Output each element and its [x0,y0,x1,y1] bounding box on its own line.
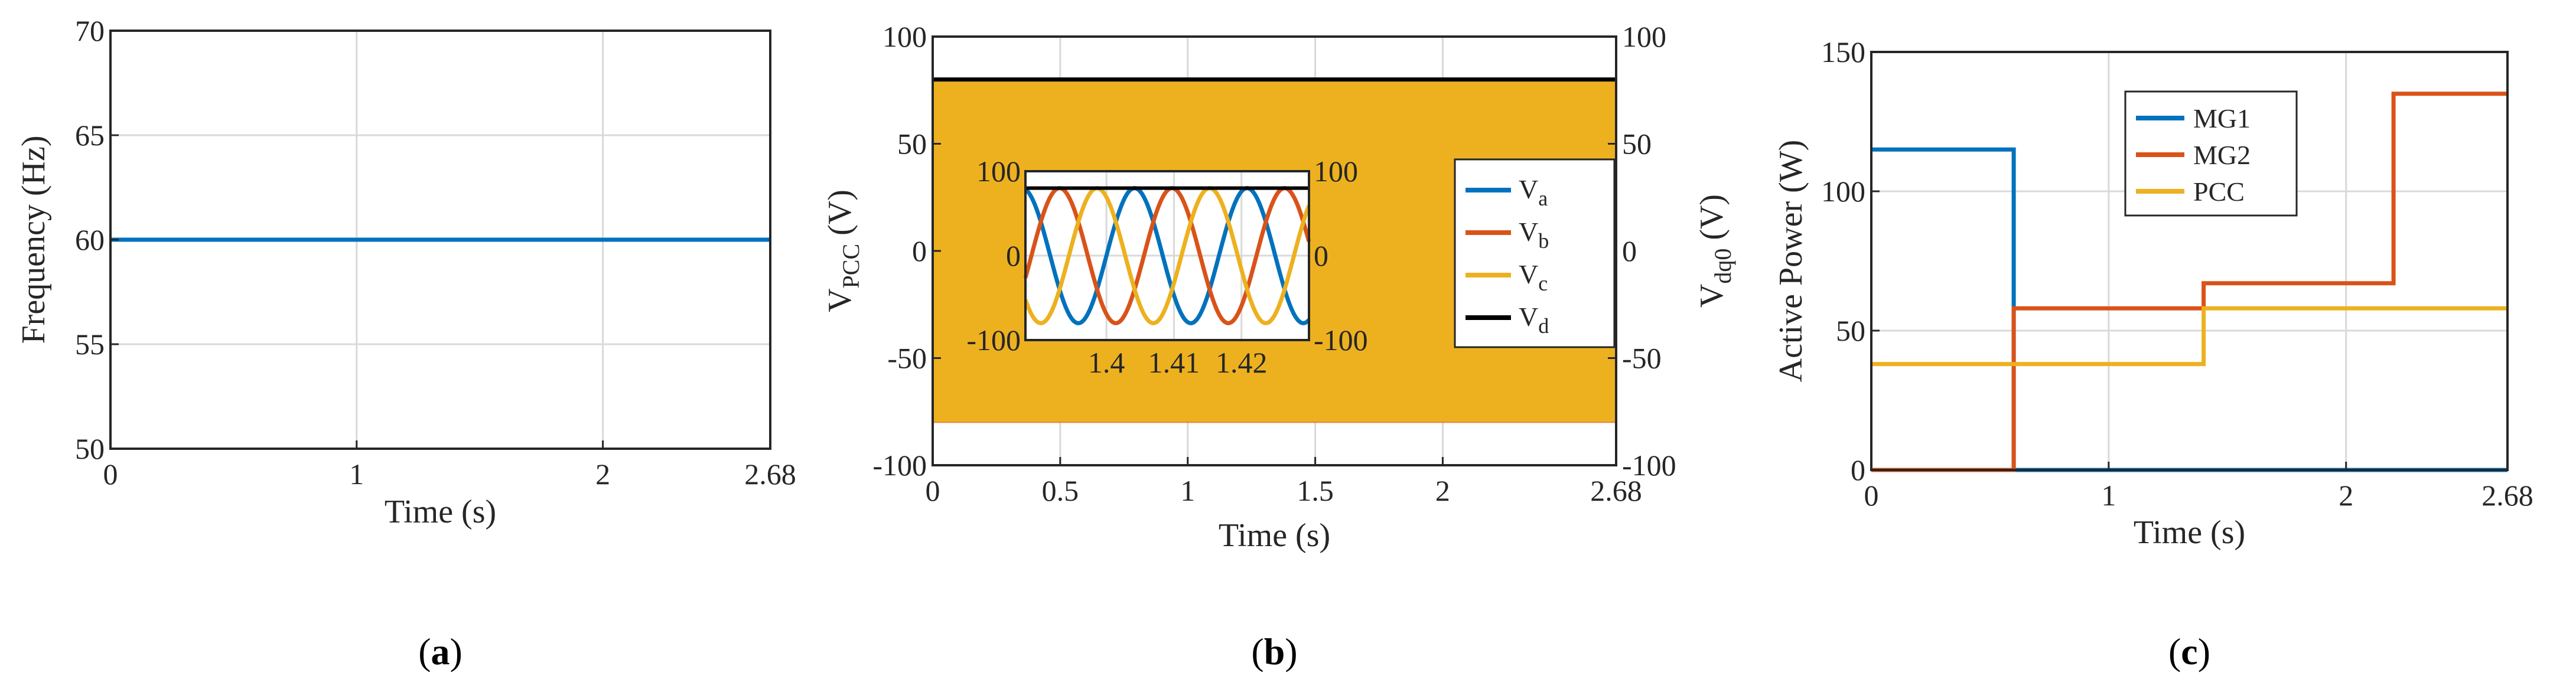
x-tick-label: 0 [103,458,118,491]
vb-wave [1023,186,1311,325]
x-axis-label: Time (s) [1219,517,1330,554]
y-tick-label: -100 [872,449,927,482]
y-tick-label: 65 [75,119,105,152]
y-right-tick-label: 0 [1622,234,1637,267]
x-tick-label: 0 [1864,479,1879,512]
x-tick-label: 2 [2339,479,2353,512]
y-tick-label: 0 [912,234,927,267]
legend-label-mg2: MG2 [2193,140,2251,170]
y-tick-label: 50 [1836,314,1865,347]
y-axis-label: Active Power (W) [1773,140,1809,383]
y-tick-label: 70 [75,14,105,47]
y-tick-label: 100 [882,20,927,53]
panel-c-active-power-chart: 0 1 2 2.68 0 50 100 150 MG1 MG2 PCC Time (s) Active … [1773,35,2533,672]
panel-label: (b) [1251,631,1297,672]
y-right-tick-label: 50 [1622,128,1652,161]
x-tick-label: 0.5 [1042,474,1079,507]
plot-frame [1870,51,2509,471]
y-tick-label: 150 [1821,35,1865,68]
legend-label: Va [1519,174,1548,210]
panel-label: (a) [418,631,463,672]
y-tick-label: 55 [75,328,105,361]
inset-x-tick-label: 1.41 [1148,346,1200,379]
y-right-tick-label: 100 [1622,20,1666,53]
inset-y-tick-label: -100 [966,324,1021,357]
y-tick-label: 50 [75,432,105,465]
legend-label: Vd [1519,302,1549,338]
inset-right-y-tick-label: 0 [1314,239,1328,272]
x-tick-label: 2.68 [2481,479,2533,512]
y-right-tick-label: -50 [1622,342,1662,375]
inset-x-tick-label: 1.4 [1088,346,1125,379]
x-tick-label: 2 [1435,474,1450,507]
y-right-tick-label: -100 [1622,449,1676,482]
x-axis-label: Time (s) [385,494,496,530]
y-axis-label-left: VPCC (V) [822,190,864,312]
legend-label: Vc [1519,259,1548,295]
va-wave [1024,186,1311,325]
legend-label: Vb [1519,217,1549,253]
y-tick-label: 60 [75,223,105,256]
inset-y-tick-label: 100 [976,155,1021,188]
y-tick-label: -50 [887,342,927,375]
inset-right-y-tick-label: 100 [1314,155,1358,188]
x-tick-label: 2 [595,458,610,491]
panel-label: (c) [2168,631,2210,672]
x-axis-label: Time (s) [2134,514,2245,551]
x-tick-label: 1 [1180,474,1195,507]
y-tick-label: 0 [1851,453,1865,486]
inset-frame [1024,170,1310,341]
legend-label-mg1: MG1 [2193,103,2251,133]
panel-a-frequency-chart: 0 1 2 2.68 50 55 60 65 70 Time (s) Frequency (Hz) (… [15,14,796,672]
series-line-pcc [1871,306,2507,367]
y-axis-label: Frequency (Hz) [15,136,52,344]
y-tick-label: 100 [1821,175,1865,208]
y-axis-label-right: Vdq0 (V) [1694,194,1736,308]
x-tick-label: 2.68 [1590,474,1642,507]
x-tick-label: 1.5 [1297,474,1334,507]
legend-label-pcc: PCC [2193,177,2245,207]
inset-right-y-tick-label: -100 [1314,324,1368,357]
x-tick-label: 0 [926,474,940,507]
y-tick-label: 50 [897,128,927,161]
inset-x-tick-label: 1.42 [1216,346,1268,379]
inset-y-tick-label: 0 [1006,239,1021,272]
x-tick-label: 2.68 [744,458,796,491]
series-line-mg2 [1871,92,2507,472]
x-tick-label: 1 [2101,479,2116,512]
x-tick-label: 1 [349,458,364,491]
vc-wave [1023,186,1311,325]
